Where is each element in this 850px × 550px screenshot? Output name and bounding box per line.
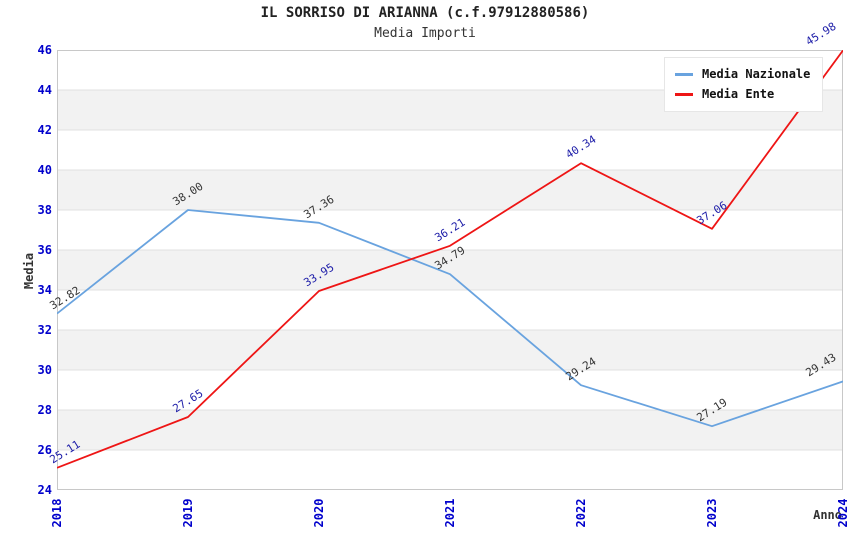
plot-band [57, 250, 843, 290]
x-axis-label: Anno [813, 508, 842, 522]
chart-title: IL SORRISO DI ARIANNA (c.f.97912880586) [260, 5, 590, 21]
y-tick-label: 44 [37, 83, 52, 97]
legend-label: Media Ente [702, 87, 775, 101]
x-tick-label: 2020 [312, 498, 326, 528]
chart-subtitle: Media Importi [374, 26, 476, 41]
y-tick-label: 34 [37, 283, 52, 297]
plot-band [57, 370, 843, 410]
x-tick-label: 2018 [50, 498, 64, 528]
legend-label: Media Nazionale [702, 67, 811, 81]
plot-band [57, 410, 843, 450]
y-tick-label: 26 [37, 443, 52, 457]
plot-band [57, 170, 843, 210]
plot-band [57, 330, 843, 370]
plot-band [57, 450, 843, 490]
y-tick-label: 24 [37, 483, 52, 497]
legend-swatch-media-ente [675, 92, 693, 96]
legend-item-media-ente: Media Ente [675, 84, 810, 104]
y-tick-label: 28 [37, 403, 52, 417]
y-tick-label: 42 [37, 123, 52, 137]
series-line-media-nazionale [57, 209, 843, 428]
x-tick-label: 2023 [705, 498, 719, 528]
x-tick-label: 2019 [181, 498, 195, 528]
y-tick-label: 46 [37, 43, 52, 57]
legend-swatch-media-nazionale [675, 72, 693, 76]
y-tick-label: 38 [37, 203, 52, 217]
y-tick-label: 32 [37, 323, 52, 337]
y-tick-label: 30 [37, 363, 52, 377]
series-line-media-ente [57, 50, 843, 469]
plot-border [57, 50, 843, 490]
plot-area [57, 50, 843, 490]
legend-item-media-nazionale: Media Nazionale [675, 64, 810, 84]
plot-band [57, 210, 843, 250]
legend: Media Nazionale Media Ente [664, 57, 824, 112]
x-tick-label: 2024 [836, 498, 850, 528]
x-tick-label: 2021 [443, 498, 457, 528]
y-tick-label: 40 [37, 163, 52, 177]
x-tick-label: 2022 [574, 498, 588, 528]
plot-band [57, 130, 843, 170]
y-tick-label: 36 [37, 243, 52, 257]
plot-band [57, 290, 843, 330]
